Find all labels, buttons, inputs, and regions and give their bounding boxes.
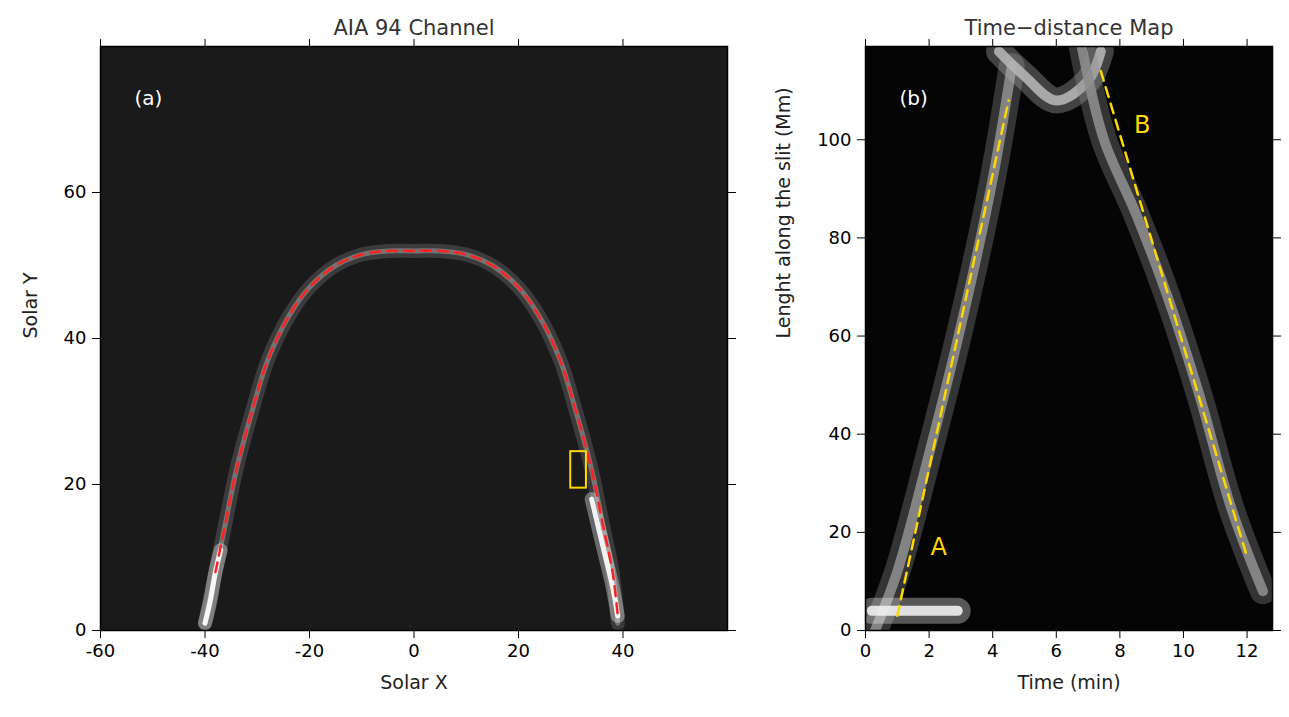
svg-text:0: 0 xyxy=(75,619,86,640)
svg-text:10: 10 xyxy=(1172,640,1195,661)
svg-text:Solar X: Solar X xyxy=(380,671,447,693)
svg-text:20: 20 xyxy=(64,473,87,494)
svg-text:Lenght along the slit (Mm): Lenght along the slit (Mm) xyxy=(772,87,794,338)
svg-text:Solar Y: Solar Y xyxy=(19,272,41,338)
svg-text:100: 100 xyxy=(817,129,851,150)
svg-text:40: 40 xyxy=(612,640,635,661)
svg-text:-40: -40 xyxy=(190,640,219,661)
svg-text:0: 0 xyxy=(408,640,419,661)
svg-text:12: 12 xyxy=(1236,640,1259,661)
svg-text:-20: -20 xyxy=(295,640,324,661)
svg-text:(b): (b) xyxy=(900,86,928,110)
svg-text:80: 80 xyxy=(829,227,852,248)
svg-text:0: 0 xyxy=(840,619,851,640)
svg-text:4: 4 xyxy=(987,640,998,661)
svg-text:-60: -60 xyxy=(86,640,115,661)
svg-text:A: A xyxy=(930,533,947,561)
svg-text:40: 40 xyxy=(64,327,87,348)
svg-text:B: B xyxy=(1134,111,1150,139)
svg-text:20: 20 xyxy=(829,521,852,542)
svg-text:0: 0 xyxy=(860,640,871,661)
svg-text:2: 2 xyxy=(923,640,934,661)
svg-text:6: 6 xyxy=(1051,640,1062,661)
svg-text:40: 40 xyxy=(829,423,852,444)
svg-text:60: 60 xyxy=(829,325,852,346)
svg-text:8: 8 xyxy=(1114,640,1125,661)
svg-text:Time (min): Time (min) xyxy=(1016,671,1120,693)
svg-text:(a): (a) xyxy=(135,86,163,110)
svg-text:20: 20 xyxy=(507,640,530,661)
svg-text:Time−distance Map: Time−distance Map xyxy=(964,16,1174,40)
svg-text:AIA 94 Channel: AIA 94 Channel xyxy=(333,16,494,40)
svg-text:60: 60 xyxy=(64,181,87,202)
